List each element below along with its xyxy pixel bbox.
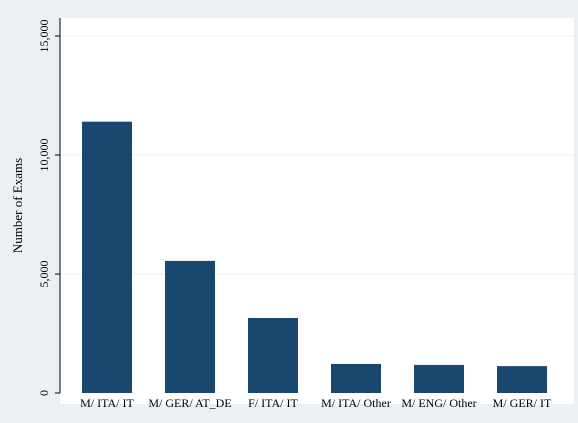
y-tick-label: 0 xyxy=(37,390,51,396)
x-category-label: M/ ITA/ Other xyxy=(321,396,391,410)
x-category-label: M/ ENG/ Other xyxy=(401,396,476,410)
bar xyxy=(331,364,381,393)
bar xyxy=(414,365,464,393)
y-tick-label: 5,000 xyxy=(37,261,51,288)
y-axis-title: Number of Exams xyxy=(10,158,25,253)
bar xyxy=(165,261,215,393)
x-category-label: F/ ITA/ IT xyxy=(248,396,298,410)
x-category-label: M/ GER/ AT_DE xyxy=(148,396,231,410)
x-category-label: M/ ITA/ IT xyxy=(80,396,134,410)
bar xyxy=(248,318,298,393)
bar xyxy=(497,366,547,393)
y-tick-label: 15,000 xyxy=(37,20,51,53)
bar xyxy=(82,122,132,393)
x-category-label: M/ GER/ IT xyxy=(493,396,552,410)
plot-area xyxy=(60,18,574,404)
y-tick-label: 10,000 xyxy=(37,139,51,172)
